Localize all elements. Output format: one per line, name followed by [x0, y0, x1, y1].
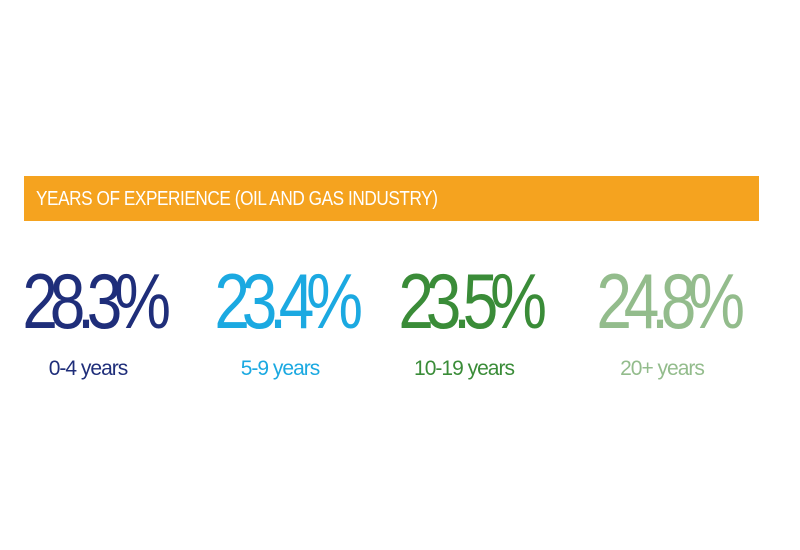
stat-item-0-4-years: 28.3% 0-4 years: [8, 256, 171, 382]
title-banner: YEARS OF EXPERIENCE (OIL AND GAS INDUSTR…: [24, 176, 759, 221]
stat-label: 0-4 years: [48, 357, 129, 380]
stat-label: 10-19 years: [414, 357, 515, 380]
stat-value: 24.8%: [596, 257, 745, 345]
stat-value: 23.5%: [398, 257, 547, 345]
chart-title: YEARS OF EXPERIENCE (OIL AND GAS INDUSTR…: [36, 188, 438, 210]
stat-value: 28.3%: [22, 257, 171, 345]
stat-label: 20+ years: [620, 357, 705, 380]
stat-item-10-19-years: 23.5% 10-19 years: [384, 256, 547, 382]
stat-item-5-9-years: 23.4% 5-9 years: [200, 256, 363, 382]
stat-item-20-plus-years: 24.8% 20+ years: [582, 256, 745, 382]
stat-value: 23.4%: [214, 257, 363, 345]
stat-label: 5-9 years: [240, 357, 321, 380]
